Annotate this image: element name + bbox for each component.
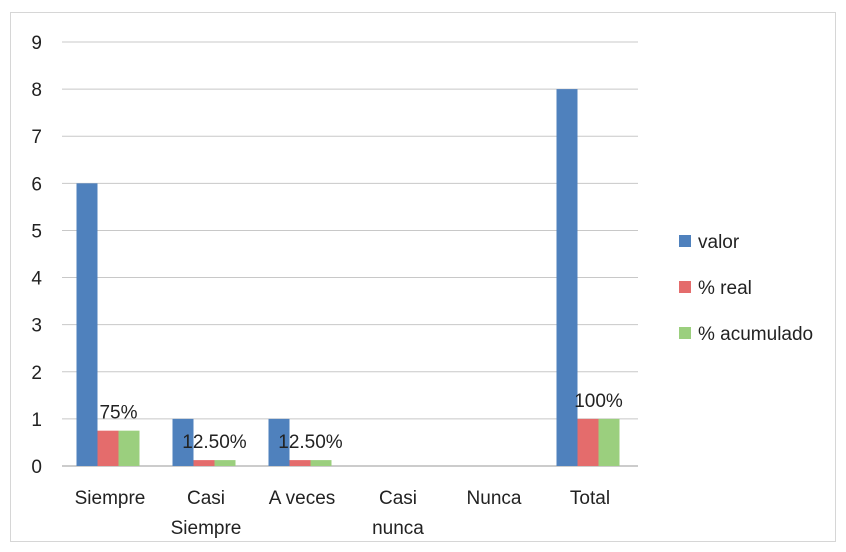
bar-valor-2 <box>268 418 290 466</box>
legend-swatch <box>679 327 691 339</box>
legend-swatch <box>679 281 691 293</box>
y-tick-label: 6 <box>31 174 42 195</box>
data-label: 100% <box>574 391 623 412</box>
x-category-label: Total <box>570 488 610 509</box>
data-label: 75% <box>99 403 137 424</box>
bar--real-5 <box>577 418 599 466</box>
y-tick-label: 4 <box>31 269 42 290</box>
x-category-label: Siempre <box>171 518 242 539</box>
y-tick-label: 5 <box>31 221 42 242</box>
data-label: 12.50% <box>278 432 343 453</box>
x-category-label: A veces <box>269 488 336 509</box>
legend-swatch <box>679 235 691 247</box>
bar--acumulado-5 <box>598 418 620 466</box>
x-category-label: Casi <box>187 488 225 509</box>
bar--acumulado-1 <box>214 460 236 466</box>
legend-label: valor <box>698 232 740 253</box>
bar--acumulado-0 <box>118 430 140 466</box>
bars <box>76 89 620 467</box>
bar-valor-5 <box>556 89 578 466</box>
x-axis-categories: Siempre Casi Siempre A veces Casi nunca Nunca T… <box>75 488 610 539</box>
bar-valor-1 <box>172 418 194 466</box>
bar-valor-0 <box>76 183 98 467</box>
legend-label: % real <box>698 278 752 299</box>
y-tick-label: 8 <box>31 80 42 101</box>
x-category-label: Siempre <box>75 488 146 509</box>
y-tick-label: 0 <box>31 457 42 478</box>
chart-frame <box>10 12 836 542</box>
bar--real-2 <box>289 460 311 466</box>
legend: valor % real % acumulado <box>679 232 813 345</box>
data-label: 12.50% <box>182 432 247 453</box>
x-category-label: Nunca <box>467 488 522 509</box>
bar--real-0 <box>97 430 119 466</box>
y-tick-label: 3 <box>31 316 42 337</box>
gridlines <box>62 41 638 467</box>
x-category-label: nunca <box>372 518 424 539</box>
legend-label: % acumulado <box>698 324 813 345</box>
y-tick-label: 9 <box>31 33 42 54</box>
bar--real-1 <box>193 460 215 466</box>
bar--acumulado-2 <box>310 460 332 466</box>
y-tick-label: 2 <box>31 363 42 384</box>
y-axis-ticks: 0 1 2 3 4 5 6 7 8 9 <box>31 33 42 478</box>
y-tick-label: 7 <box>31 127 42 148</box>
y-tick-label: 1 <box>31 410 42 431</box>
data-labels: 75% 12.50% 12.50% 100% <box>99 391 622 453</box>
x-category-label: Casi <box>379 488 417 509</box>
